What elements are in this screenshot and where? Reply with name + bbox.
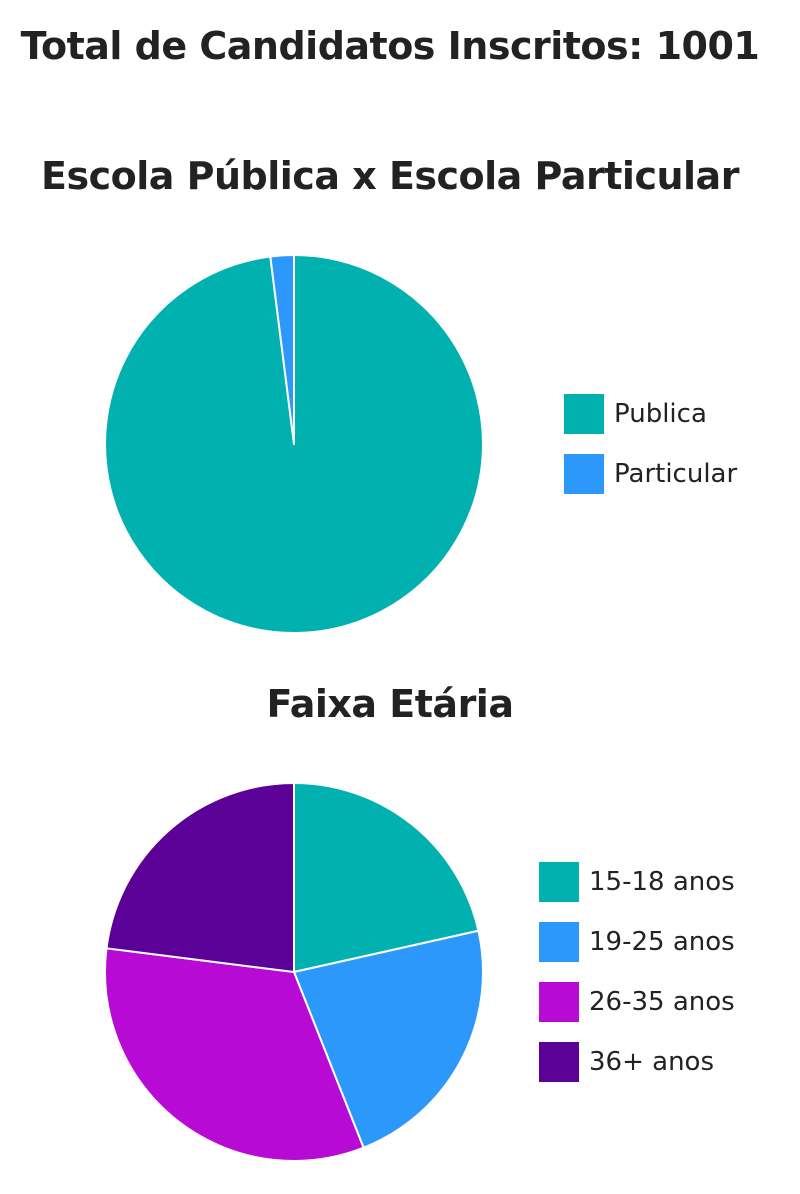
age-range-pie bbox=[104, 782, 484, 1162]
school-type-pie bbox=[103, 254, 484, 634]
legend-label: 36+ anos bbox=[589, 1047, 714, 1077]
legend-label: 26-35 anos bbox=[589, 987, 735, 1017]
pie-slice-19-25-anos bbox=[293, 929, 484, 1149]
legend-swatch bbox=[539, 922, 579, 962]
school-type-chart-title: Escola Pública x Escola Particular bbox=[41, 154, 739, 198]
pie-slice-15-18-anos bbox=[293, 782, 480, 973]
pie-slice-particular bbox=[269, 254, 295, 445]
legend-item-26-35-anos: 26-35 anos bbox=[539, 982, 735, 1022]
legend-item-publica: Publica bbox=[564, 394, 737, 434]
page-title: Total de Candidatos Inscritos: 1001 bbox=[20, 24, 760, 68]
legend-swatch bbox=[564, 454, 604, 494]
school-type-chart: Escola Pública x Escola Particular Publi… bbox=[41, 154, 739, 634]
legend-swatch bbox=[539, 982, 579, 1022]
legend-swatch bbox=[564, 394, 604, 434]
legend-label: Publica bbox=[614, 399, 707, 429]
age-range-chart-title: Faixa Etária bbox=[266, 682, 514, 726]
school-type-legend: Publica Particular bbox=[564, 394, 737, 514]
legend-item-particular: Particular bbox=[564, 454, 737, 494]
pie-slice-36-anos bbox=[105, 782, 295, 973]
legend-item-15-18-anos: 15-18 anos bbox=[539, 862, 735, 902]
legend-swatch bbox=[539, 862, 579, 902]
legend-item-36-anos: 36+ anos bbox=[539, 1042, 735, 1082]
age-range-chart: Faixa Etária 15-18 anos 19-25 anos 26-35 a… bbox=[0, 660, 800, 1194]
pie-slice-26-35-anos bbox=[104, 947, 365, 1162]
age-range-legend: 15-18 anos 19-25 anos 26-35 anos 36+ anos bbox=[539, 862, 735, 1102]
legend-item-19-25-anos: 19-25 anos bbox=[539, 922, 735, 962]
legend-label: 19-25 anos bbox=[589, 927, 735, 957]
legend-label: Particular bbox=[614, 459, 738, 489]
legend-swatch bbox=[539, 1042, 579, 1082]
legend-label: 15-18 anos bbox=[589, 867, 735, 897]
